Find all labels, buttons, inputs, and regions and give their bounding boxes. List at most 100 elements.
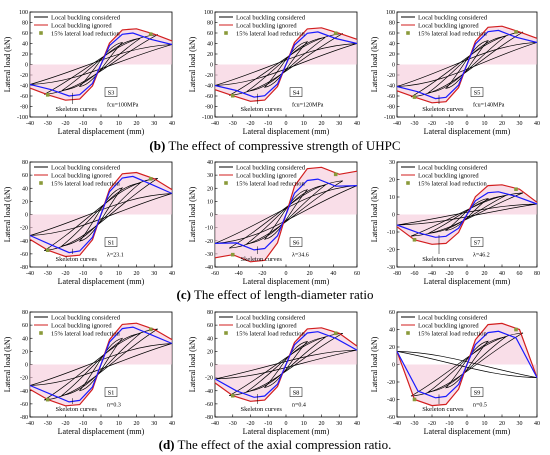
x-tick-label: -20 xyxy=(428,121,436,127)
y-tick-label: 40 xyxy=(22,336,28,342)
x-tick-label: 0 xyxy=(285,121,288,127)
specimen-box xyxy=(470,387,484,397)
x-tick-label: -40 xyxy=(211,421,219,427)
considered-skeleton-curve xyxy=(214,331,358,398)
y-tick-label: -20 xyxy=(387,248,395,254)
x-tick-label: -30 xyxy=(229,421,237,427)
parameter-label: n=0.4 xyxy=(292,403,306,409)
x-tick-label: -40 xyxy=(393,121,401,127)
skeleton-curves-annotation: Skeleton curves xyxy=(241,256,283,263)
x-tick-label: -30 xyxy=(44,121,52,127)
hysteresis-loop xyxy=(410,192,524,237)
hysteresis-loop xyxy=(427,336,507,393)
y-tick-label: -40 xyxy=(387,84,395,90)
y-tick-label: 0 xyxy=(392,213,395,219)
y-tick-label: 80 xyxy=(207,310,213,316)
shaded-region xyxy=(215,214,286,262)
x-tick-label: -40 xyxy=(211,121,219,127)
legend-marker-reduction xyxy=(224,181,228,185)
y-tick-label: 60 xyxy=(22,31,28,37)
x-axis-label: Lateral displacement (mm) xyxy=(243,427,330,436)
legend-label-reduction: 15% lateral load reduction xyxy=(51,331,121,338)
x-axis-label: Lateral displacement (mm) xyxy=(424,277,511,286)
x-tick-label: 10 xyxy=(301,421,307,427)
y-tick-label: 20 xyxy=(207,186,213,192)
caption-c-letter: (c) xyxy=(176,287,191,302)
y-tick-label: 10 xyxy=(389,195,395,201)
x-tick-label: -10 xyxy=(79,421,87,427)
x-tick-label: 40 xyxy=(169,421,175,427)
legend-label-considered: Local buckling considered xyxy=(236,165,306,172)
y-tick-label: -20 xyxy=(20,226,28,232)
y-tick-label: 100 xyxy=(204,10,213,16)
specimen-label: S1 xyxy=(108,240,115,247)
reduction-marker xyxy=(148,327,153,332)
x-tick-label: 60 xyxy=(517,271,523,277)
y-tick-label: -80 xyxy=(20,105,28,111)
x-tick-label: 40 xyxy=(354,421,360,427)
y-axis-label: Lateral load (kN) xyxy=(188,336,197,392)
x-tick-label: -80 xyxy=(393,271,401,277)
x-tick-label: 30 xyxy=(336,421,342,427)
x-tick-label: -20 xyxy=(62,271,70,277)
skeleton-curves-annotation: Skeleton curves xyxy=(241,106,283,113)
considered-skeleton-curve xyxy=(214,178,358,251)
legend-label-ignored: Local buckling ignored xyxy=(418,23,479,30)
caption-d: (d) The effect of the axial compression … xyxy=(0,437,550,453)
x-tick-label: -40 xyxy=(428,271,436,277)
y-tick-label: 80 xyxy=(207,21,213,27)
considered-skeleton-curve xyxy=(396,191,538,238)
y-tick-label: 40 xyxy=(207,336,213,342)
hysteresis-loop xyxy=(29,44,173,85)
y-tick-label: 40 xyxy=(207,42,213,48)
specimen-label: S8 xyxy=(293,390,300,397)
x-tick-label: -10 xyxy=(79,271,87,277)
legend-label-ignored: Local buckling ignored xyxy=(236,323,297,330)
caption-b: (b) The effect of compressive strength o… xyxy=(0,138,550,154)
y-tick-label: -40 xyxy=(20,239,28,245)
y-tick-label: 40 xyxy=(22,186,28,192)
x-tick-label: 60 xyxy=(354,271,360,277)
shaded-region xyxy=(397,351,467,406)
caption-c-text: The effect of length-diameter ratio xyxy=(193,287,374,302)
y-tick-label: 20 xyxy=(22,199,28,205)
chart-panel-9: -40 -30 -20 -10 0 10 20 30 40-60-40-200204060Lat… xyxy=(370,310,540,436)
y-tick-label: -60 xyxy=(20,402,28,408)
y-tick-label: 0 xyxy=(25,213,28,219)
chart-panel-3: -40 -30 -20 -10 0 10 20 30 40-100-80-60-40-20020… xyxy=(370,10,540,136)
y-axis-label: Lateral load (kN) xyxy=(370,336,379,392)
y-tick-label: 20 xyxy=(22,349,28,355)
x-tick-label: -30 xyxy=(44,421,52,427)
x-tick-label: 30 xyxy=(151,421,157,427)
y-tick-label: -20 xyxy=(205,73,213,79)
x-tick-label: 40 xyxy=(499,271,505,277)
x-axis-label: Lateral displacement (mm) xyxy=(424,427,511,436)
y-tick-label: -10 xyxy=(205,226,213,232)
y-tick-label: 30 xyxy=(389,160,395,166)
considered-skeleton-curve xyxy=(396,29,538,100)
legend-marker-reduction xyxy=(224,31,228,35)
parameter-label: fcu=100MPa xyxy=(107,102,139,109)
parameter-label: fcu=140MPa xyxy=(473,102,505,109)
parameter-label: λ=34.6 xyxy=(292,253,309,259)
considered-skeleton-curve xyxy=(29,326,173,403)
y-tick-label: -60 xyxy=(387,415,395,421)
legend-label-considered: Local buckling considered xyxy=(236,15,306,22)
y-tick-label: 20 xyxy=(389,178,395,184)
hysteresis-loop xyxy=(245,184,327,245)
hysteresis-loop xyxy=(44,177,158,252)
x-tick-label: 0 xyxy=(100,421,103,427)
shaded-region xyxy=(467,323,537,378)
reduction-marker xyxy=(333,31,338,36)
hysteresis-loop xyxy=(246,37,326,92)
y-tick-label: -20 xyxy=(205,239,213,245)
y-tick-label: -80 xyxy=(20,265,28,271)
legend-marker-reduction xyxy=(39,331,43,335)
hysteresis-loop xyxy=(44,328,158,401)
specimen-label: S5 xyxy=(474,90,481,97)
x-tick-label: -30 xyxy=(411,121,419,127)
y-tick-label: -80 xyxy=(20,415,28,421)
x-tick-label: 20 xyxy=(319,421,325,427)
x-tick-label: -10 xyxy=(446,421,454,427)
reduction-marker xyxy=(230,393,235,398)
